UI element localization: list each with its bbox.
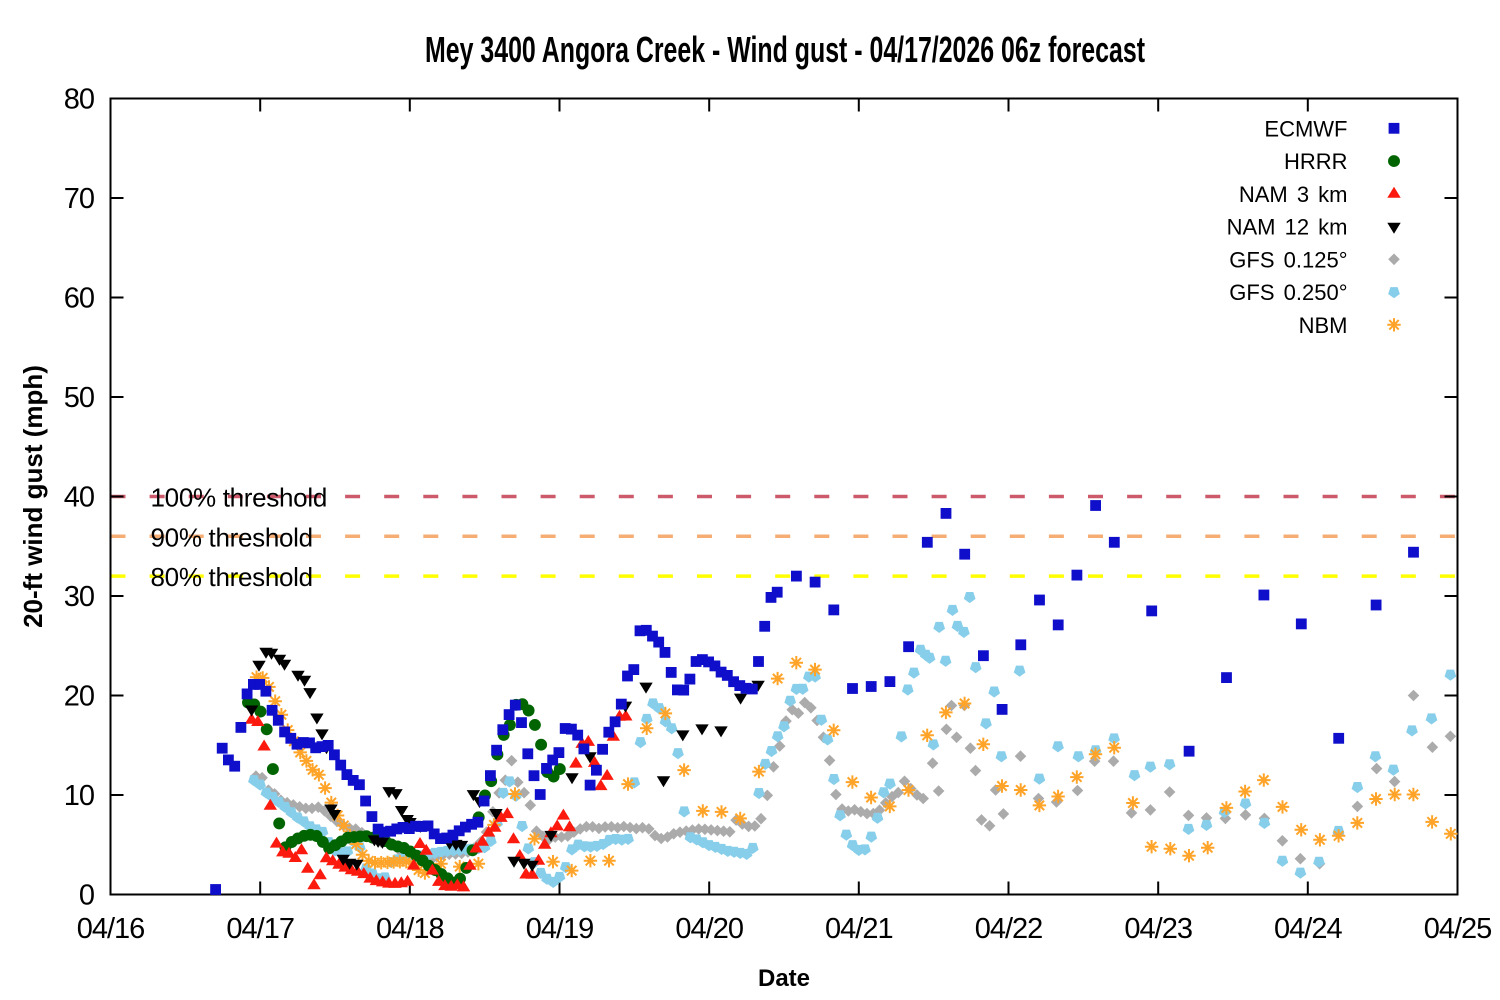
svg-text:100% threshold: 100% threshold <box>151 483 327 513</box>
svg-text:20: 20 <box>64 681 94 713</box>
svg-text:30: 30 <box>64 581 94 613</box>
svg-text:04/22: 04/22 <box>975 913 1043 945</box>
svg-text:50: 50 <box>64 382 94 414</box>
svg-text:40: 40 <box>64 482 94 514</box>
svg-text:0: 0 <box>79 880 94 912</box>
svg-text:04/21: 04/21 <box>825 913 893 945</box>
svg-text:NAM 3 km: NAM 3 km <box>1239 182 1348 207</box>
svg-text:Date: Date <box>758 965 810 992</box>
svg-text:04/19: 04/19 <box>526 913 594 945</box>
svg-text:GFS 0.125°: GFS 0.125° <box>1229 247 1347 272</box>
svg-text:20-ft wind gust (mph): 20-ft wind gust (mph) <box>18 365 48 628</box>
svg-text:04/25: 04/25 <box>1424 913 1492 945</box>
svg-text:Mey 3400 Angora Creek - Wind g: Mey 3400 Angora Creek - Wind gust - 04/1… <box>425 29 1145 70</box>
svg-text:04/23: 04/23 <box>1124 913 1192 945</box>
svg-text:04/24: 04/24 <box>1274 913 1342 945</box>
svg-text:80: 80 <box>64 84 94 116</box>
svg-text:80% threshold: 80% threshold <box>151 562 313 592</box>
svg-text:60: 60 <box>64 283 94 315</box>
svg-text:ECMWF: ECMWF <box>1264 116 1347 141</box>
svg-text:10: 10 <box>64 780 94 812</box>
svg-text:70: 70 <box>64 183 94 215</box>
svg-text:04/17: 04/17 <box>226 913 294 945</box>
svg-text:NBM: NBM <box>1299 313 1348 338</box>
svg-text:NAM 12 km: NAM 12 km <box>1227 215 1348 240</box>
svg-text:04/16: 04/16 <box>77 913 145 945</box>
svg-text:04/18: 04/18 <box>376 913 444 945</box>
svg-text:04/20: 04/20 <box>675 913 743 945</box>
svg-text:HRRR: HRRR <box>1284 149 1348 174</box>
svg-text:GFS 0.250°: GFS 0.250° <box>1229 280 1347 305</box>
svg-text:90% threshold: 90% threshold <box>151 522 313 552</box>
